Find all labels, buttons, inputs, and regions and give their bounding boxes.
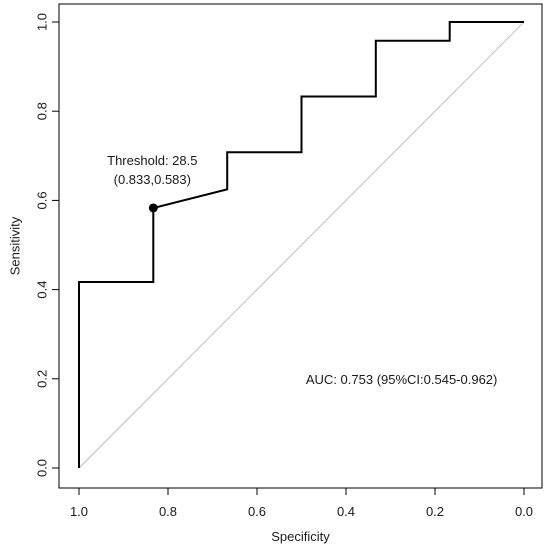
x-axis: 1.0 0.8 0.6 0.4 0.2 0.0 — [70, 487, 533, 519]
y-tick-label: 0.0 — [34, 459, 49, 477]
threshold-coordinates: (0.833,0.583) — [114, 172, 191, 187]
roc-curve-line — [78, 21, 524, 468]
reference-diagonal-line — [78, 21, 525, 469]
y-axis-title: Sensitivity — [7, 216, 22, 275]
y-tick-label: 0.6 — [34, 191, 49, 209]
y-tick-label: 1.0 — [34, 13, 49, 31]
x-tick-label: 0.8 — [159, 504, 177, 519]
x-tick-label: 0.4 — [337, 504, 355, 519]
y-tick-label: 0.8 — [34, 102, 49, 120]
threshold-point — [148, 203, 158, 213]
x-tick-label: 0.2 — [426, 504, 444, 519]
x-tick-label: 1.0 — [70, 504, 88, 519]
x-axis-title: Specificity — [271, 529, 330, 544]
y-tick-label: 0.2 — [34, 370, 49, 388]
y-axis: 0.0 0.2 0.4 0.6 0.8 1.0 — [34, 13, 60, 477]
auc-annotation: AUC: 0.753 (95%CI:0.545-0.962) — [306, 372, 498, 387]
y-tick-label: 0.4 — [34, 281, 49, 299]
x-tick-label: 0.0 — [515, 504, 533, 519]
x-tick-label: 0.6 — [248, 504, 266, 519]
threshold-label: Threshold: 28.5 — [107, 153, 197, 168]
